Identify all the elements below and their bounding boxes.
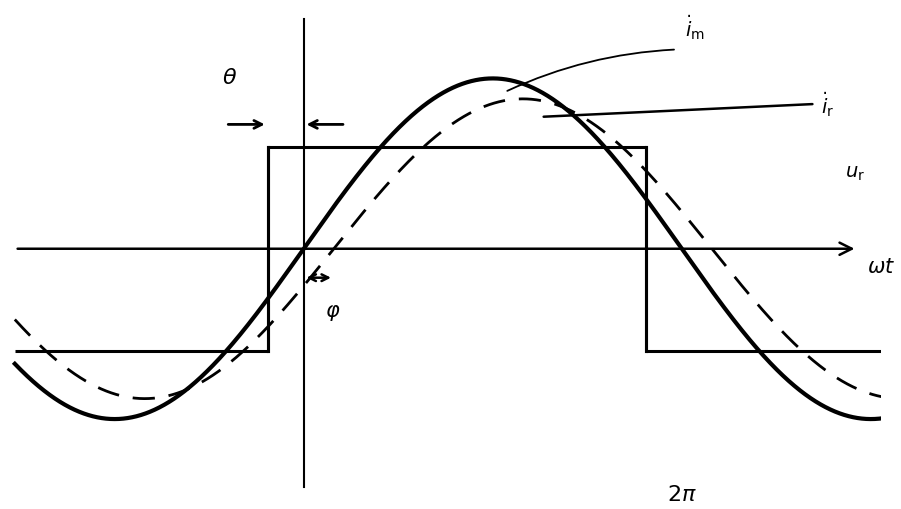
Text: $u_{\mathrm{r}}$: $u_{\mathrm{r}}$	[845, 163, 865, 182]
Text: $\dot{i}_{\mathrm{r}}$: $\dot{i}_{\mathrm{r}}$	[821, 91, 834, 119]
Text: $\theta$: $\theta$	[223, 68, 238, 88]
Text: $\varphi$: $\varphi$	[325, 302, 341, 322]
Text: $\dot{i}_{\mathrm{m}}$: $\dot{i}_{\mathrm{m}}$	[685, 13, 705, 42]
Text: $2\pi$: $2\pi$	[667, 484, 696, 504]
Text: $\omega t$: $\omega t$	[867, 256, 896, 276]
